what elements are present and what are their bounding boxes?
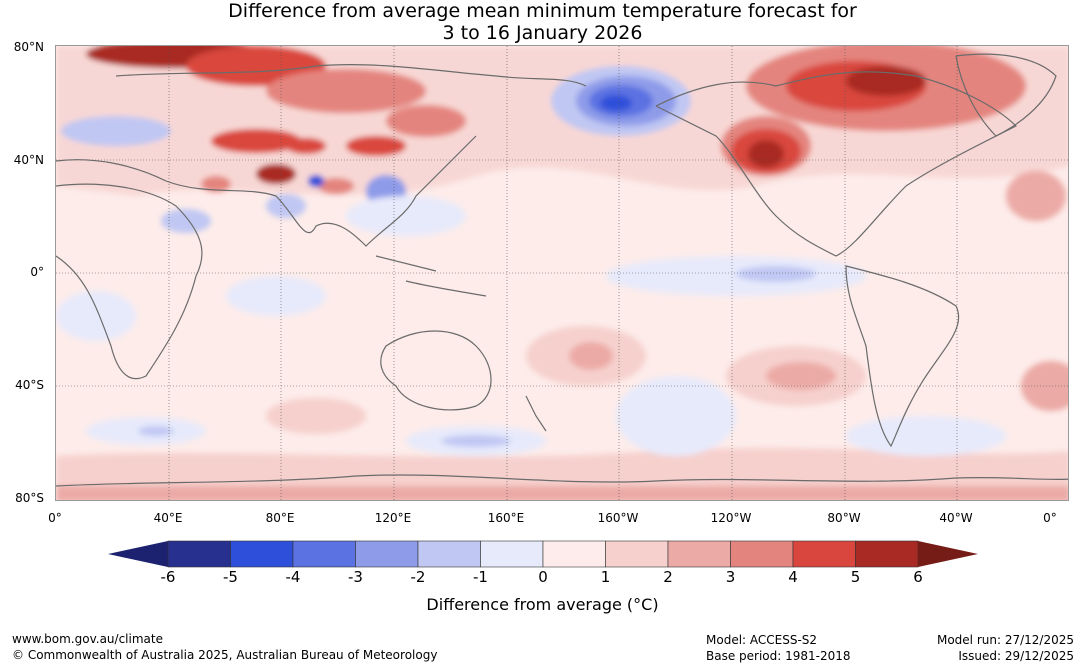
colorbar-tick-label: -6 [160, 568, 176, 586]
colorbar-bin [730, 540, 794, 568]
footer-issued: Issued: 29/12/2025 [958, 649, 1074, 663]
footer-copyright: © Commonwealth of Australia 2025, Austra… [12, 648, 438, 662]
colorbar-tick-label: 6 [913, 568, 923, 586]
footer-model-info: Model: ACCESS-S2 Base period: 1981-2018 [706, 632, 851, 664]
colorbar-bin [667, 540, 731, 568]
colorbar-tick-label: -2 [410, 568, 426, 586]
colorbar-tick-label: 2 [663, 568, 673, 586]
lat-label-80n: 80°N [13, 40, 44, 54]
lon-label-120w: 120°W [710, 511, 752, 525]
colorbar-tick-label: -5 [223, 568, 238, 586]
lat-label-equator: 0° [30, 265, 44, 279]
map-canvas [56, 46, 1068, 500]
map-title: Difference from average mean minimum tem… [0, 0, 1085, 44]
lon-label-120e: 120°E [374, 511, 412, 525]
anomaly-fields [56, 46, 1068, 500]
colorbar-extend-low [108, 541, 168, 567]
footer-website: www.bom.gov.au/climate [12, 632, 163, 646]
colorbar-bin [417, 540, 481, 568]
colorbar-tick-label: 3 [725, 568, 736, 586]
colorbar-tick-label: -4 [285, 568, 301, 586]
colorbar-bin [480, 540, 544, 568]
temperature-anomaly-map [55, 45, 1069, 501]
title-line-1: Difference from average mean minimum tem… [228, 0, 857, 22]
footer-left: www.bom.gov.au/climate © Commonwealth of… [12, 631, 437, 663]
lon-label-0-left: 0° [48, 511, 62, 525]
lon-label-160e: 160°E [487, 511, 525, 525]
colorbar-bin [292, 540, 356, 568]
title-line-2: 3 to 16 January 2026 [442, 22, 643, 44]
lon-label-80w: 80°W [827, 511, 861, 525]
colorbar-title: Difference from average (°C) [426, 595, 659, 614]
lat-label-40s: 40°S [15, 378, 44, 392]
colorbar-tick-label: 4 [788, 568, 798, 586]
colorbar-tick-label: 5 [850, 568, 861, 586]
colorbar-bins [108, 540, 978, 568]
lon-label-160w: 160°W [597, 511, 639, 525]
footer-base-period: Base period: 1981-2018 [706, 649, 851, 663]
footer-model: Model: ACCESS-S2 [706, 633, 818, 647]
colorbar-tick-label: 0 [538, 568, 548, 586]
colorbar-tick-label: 1 [600, 568, 611, 586]
footer-model-run: Model run: 27/12/2025 [936, 633, 1074, 647]
lat-label-40n: 40°N [13, 153, 44, 167]
colorbar-bin [542, 540, 606, 568]
lon-label-80e: 80°E [265, 511, 295, 525]
colorbar-bin [605, 540, 669, 568]
colorbar-bin [355, 540, 419, 568]
lon-label-40e: 40°E [153, 511, 183, 525]
graticule [56, 46, 1068, 500]
coastlines [56, 53, 1068, 487]
colorbar-bin [792, 540, 856, 568]
lat-label-80s: 80°S [15, 491, 44, 505]
colorbar-bin [167, 540, 231, 568]
colorbar-bin [855, 540, 919, 568]
lon-label-0-right: 0° [1043, 511, 1057, 525]
colorbar-tick-label: -3 [348, 568, 363, 586]
colorbar-bin [230, 540, 294, 568]
lon-label-40w: 40°W [939, 511, 973, 525]
colorbar [108, 540, 978, 568]
footer-dates: Model run: 27/12/2025 Issued: 29/12/2025 [937, 632, 1074, 664]
colorbar-tick-label: -1 [473, 568, 488, 586]
colorbar-extend-high [918, 541, 978, 567]
